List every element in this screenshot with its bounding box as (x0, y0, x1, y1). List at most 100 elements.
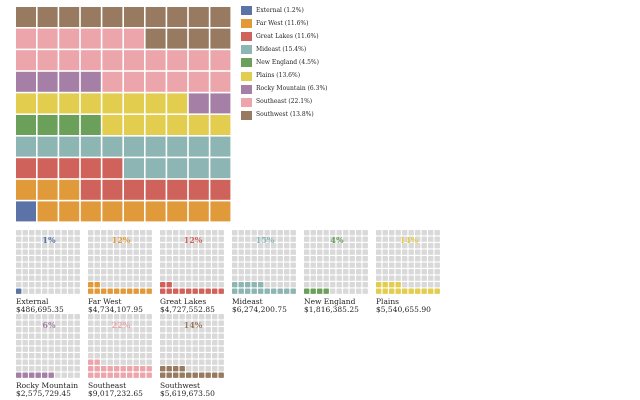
waffle-square (107, 249, 113, 255)
waffle-square (251, 282, 257, 288)
waffle-square (29, 333, 35, 339)
waffle-square (42, 243, 48, 249)
waffle-square (349, 275, 355, 281)
waffle-square (290, 243, 296, 249)
waffle-square (102, 201, 123, 222)
waffle-square (167, 201, 188, 222)
waffle-square (428, 243, 434, 249)
waffle-square (218, 249, 224, 255)
legend-swatch (241, 45, 252, 55)
waffle-square (218, 320, 224, 326)
panel-value-label: $4,727,552.85 (160, 305, 215, 314)
waffle-square (343, 288, 349, 294)
waffle-square (218, 346, 224, 352)
waffle-square (22, 262, 28, 268)
waffle-square (179, 372, 185, 378)
waffle-square (402, 269, 408, 275)
waffle-square (336, 262, 342, 268)
waffle-square (101, 372, 107, 378)
panel-percent-label: 4% (330, 235, 344, 245)
waffle-square (238, 236, 244, 242)
waffle-square (124, 179, 144, 200)
waffle-square (94, 314, 100, 320)
waffle-square (74, 288, 80, 294)
waffle-square (421, 256, 427, 262)
waffle-square (16, 353, 22, 359)
panel-value-label: $1,816,385.25 (304, 305, 359, 314)
waffle-square (277, 288, 283, 294)
waffle-square (212, 256, 218, 262)
waffle-square (114, 275, 120, 281)
waffle-square (186, 359, 192, 365)
waffle-square (199, 288, 205, 294)
waffle-square (199, 256, 205, 262)
legend-item: Southwest (13.8%) (241, 109, 328, 122)
waffle-square (343, 275, 349, 281)
waffle-square (22, 314, 28, 320)
waffle-square (101, 282, 107, 288)
waffle-square (428, 269, 434, 275)
waffle-square (55, 275, 61, 281)
waffle-square (145, 93, 166, 114)
waffle-square (146, 333, 152, 339)
waffle-square (330, 275, 336, 281)
waffle-square (264, 275, 270, 281)
panel-percent-label: 12% (183, 235, 203, 245)
waffle-square (218, 288, 224, 294)
waffle-square (48, 359, 54, 365)
waffle-square (101, 249, 107, 255)
legend-label: Far West (11.6%) (256, 19, 309, 27)
waffle-square (133, 249, 139, 255)
waffle-square (179, 366, 185, 372)
waffle-square (59, 28, 80, 49)
waffle-square (160, 327, 166, 333)
waffle-square (395, 275, 401, 281)
waffle-square (74, 314, 80, 320)
waffle-square (188, 179, 209, 200)
waffle-square (310, 282, 316, 288)
waffle-square (42, 249, 48, 255)
waffle-square (310, 288, 316, 294)
waffle-square (199, 320, 205, 326)
waffle-square (74, 333, 80, 339)
waffle-square (362, 236, 368, 242)
waffle-square (102, 50, 123, 71)
waffle-square (16, 50, 36, 71)
waffle-square (37, 7, 58, 27)
waffle-square (421, 236, 427, 242)
waffle-square (42, 346, 48, 352)
waffle-square (421, 288, 427, 294)
waffle-square (402, 236, 408, 242)
waffle-square (120, 256, 126, 262)
legend-item: Far West (11.6%) (241, 17, 328, 30)
small-waffle-panel (16, 230, 80, 294)
waffle-square (251, 236, 257, 242)
waffle-square (16, 7, 36, 27)
waffle-square (101, 353, 107, 359)
legend-item: Plains (13.6%) (241, 69, 328, 82)
waffle-square (356, 275, 362, 281)
waffle-square (146, 353, 152, 359)
waffle-square (68, 314, 74, 320)
waffle-square (55, 366, 61, 372)
waffle-square (330, 243, 336, 249)
waffle-square (146, 346, 152, 352)
waffle-square (232, 269, 238, 275)
panel-percent-label: 6% (42, 320, 56, 330)
waffle-square (238, 288, 244, 294)
waffle-square (74, 366, 80, 372)
waffle-square (133, 372, 139, 378)
waffle-square (133, 275, 139, 281)
waffle-square (188, 50, 209, 71)
waffle-square (167, 136, 188, 157)
waffle-square (186, 236, 192, 242)
waffle-square (218, 243, 224, 249)
waffle-square (199, 230, 205, 236)
legend: External (1.2%) Far West (11.6%) Great L… (241, 4, 328, 122)
panel-value-label: $5,619,673.50 (160, 389, 215, 398)
waffle-square (22, 372, 28, 378)
waffle-square (160, 346, 166, 352)
waffle-square (415, 288, 421, 294)
legend-label: Great Lakes (11.6%) (256, 32, 319, 40)
waffle-square (186, 333, 192, 339)
